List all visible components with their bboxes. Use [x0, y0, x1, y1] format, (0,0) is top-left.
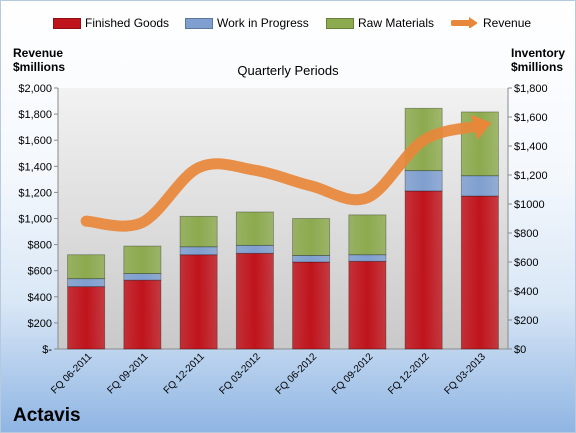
bar-finished-goods	[460, 195, 499, 350]
bar-finished-goods	[292, 261, 331, 350]
left-tick-label: $1,600	[18, 135, 52, 147]
bar-raw-materials	[179, 215, 218, 248]
legend-swatch-raw-materials	[326, 18, 354, 29]
legend-label-work-in-progress: Work in Progress	[217, 16, 309, 30]
left-tick-label: $2,000	[18, 83, 52, 95]
right-tick-label: $1000	[514, 199, 545, 211]
bar-raw-materials	[292, 218, 331, 256]
left-tick-label: $1,400	[18, 161, 52, 173]
bar-finished-goods	[123, 279, 162, 350]
right-tick-label: $400	[514, 286, 538, 298]
x-tick-label: FQ 09-2012	[330, 351, 376, 397]
company-name: Actavis	[13, 405, 81, 426]
left-tick-label: $-	[42, 344, 52, 356]
right-tick-label: $1,200	[514, 170, 548, 182]
right-tick-label: $200	[514, 315, 538, 327]
legend-swatch-finished-goods	[53, 18, 81, 29]
bar-work-in-progress	[179, 246, 218, 256]
revenue-arrowhead	[470, 114, 492, 140]
bar-finished-goods	[235, 252, 274, 350]
x-tick-label: FQ 12-2011	[162, 351, 207, 396]
left-tick-label: $400	[28, 292, 52, 304]
right-tick-label: $1,600	[514, 112, 548, 124]
bar-work-in-progress	[235, 244, 274, 254]
legend-label-raw-materials: Raw Materials	[358, 16, 435, 30]
bar-finished-goods	[179, 254, 218, 350]
legend-label-revenue: Revenue	[483, 16, 532, 30]
bar-work-in-progress	[404, 170, 443, 192]
bar-finished-goods	[67, 286, 106, 350]
bar-work-in-progress	[292, 255, 331, 263]
bar-raw-materials	[235, 211, 274, 246]
bar-work-in-progress	[348, 254, 387, 262]
right-tick-label: $0	[514, 344, 526, 356]
x-tick-label: FQ 12-2012	[386, 351, 432, 397]
left-tick-label: $600	[28, 266, 52, 278]
left-tick-label: $200	[28, 318, 52, 330]
left-axis-title-line2: $millions	[13, 60, 66, 74]
bar-finished-goods	[404, 190, 443, 350]
revenue-line	[80, 120, 486, 232]
x-tick-label: FQ 06-2012	[274, 351, 320, 397]
bar-raw-materials	[123, 245, 162, 275]
right-tick-label: $1,800	[514, 83, 548, 95]
bar-raw-materials	[348, 214, 387, 256]
left-axis-title: Revenue $millions	[13, 46, 65, 74]
right-axis-title-line2: $millions	[511, 60, 564, 74]
legend-swatch-work-in-progress	[185, 18, 213, 29]
left-tick-label: $1,800	[18, 109, 52, 121]
x-tick-label: FQ 03-2012	[217, 351, 263, 397]
left-axis-title-line1: Revenue	[13, 46, 64, 60]
bar-raw-materials	[67, 254, 106, 280]
bar-work-in-progress	[123, 273, 162, 281]
legend-label-finished-goods: Finished Goods	[85, 16, 170, 30]
left-tick-label: $1,000	[18, 214, 52, 226]
left-tick-label: $800	[28, 240, 52, 252]
bar-finished-goods	[348, 260, 387, 350]
right-axis-title-line1: Inventory	[511, 46, 566, 60]
right-axis-title: Inventory $millions	[511, 46, 565, 74]
chart-subtitle: Quarterly Periods	[237, 63, 339, 78]
right-tick-label: $1,400	[514, 141, 548, 153]
x-tick-label: FQ 06-2011	[49, 351, 94, 396]
right-tick-label: $800	[514, 228, 538, 240]
x-tick-label: FQ 09-2011	[106, 351, 151, 396]
bar-work-in-progress	[460, 175, 499, 197]
right-tick-label: $600	[514, 257, 538, 269]
x-tick-label: FQ 03-2013	[442, 351, 488, 397]
bar-work-in-progress	[67, 278, 106, 288]
left-tick-label: $1,200	[18, 187, 52, 199]
legend-swatch-revenue	[451, 17, 477, 28]
